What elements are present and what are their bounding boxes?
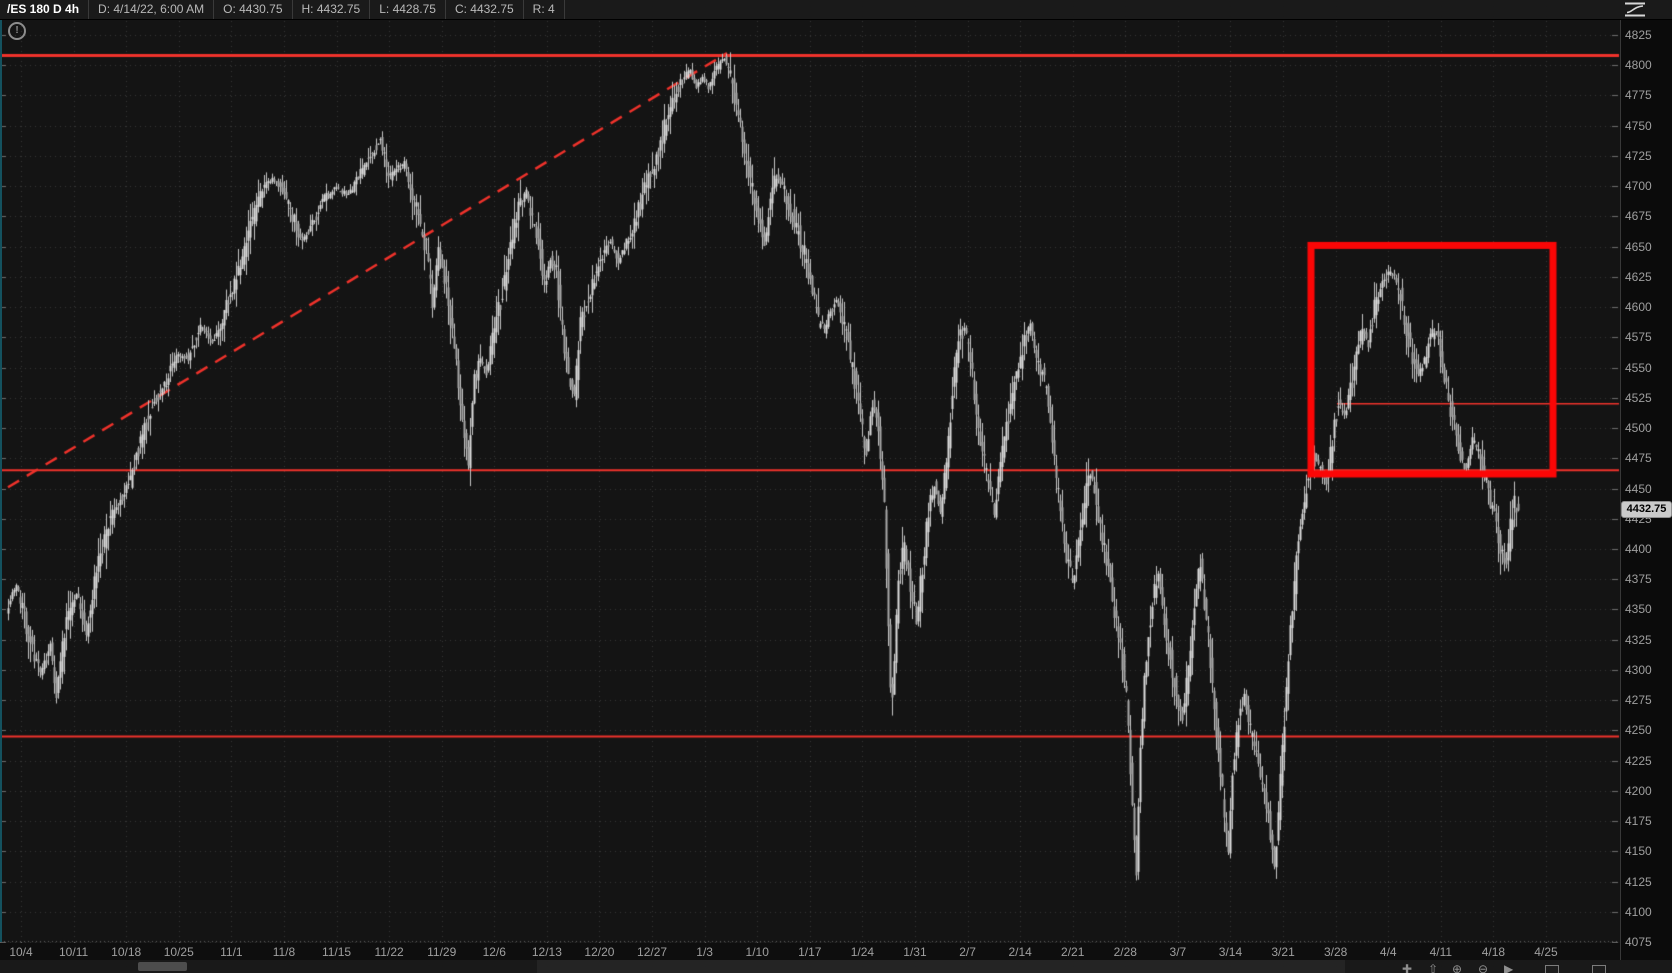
price-axis-label: 4275 (1625, 693, 1652, 708)
zoom-in-icon[interactable]: ⊕ (1452, 962, 1463, 973)
header-low-field: L: 4428.75 (379, 2, 436, 16)
date-axis-label: 2/14 (1008, 945, 1032, 959)
date-axis-label: 10/4 (9, 945, 33, 959)
last-price-badge: 4432.75 (1621, 501, 1672, 519)
price-axis[interactable]: 4825 4800 4775 4750 4725 4700 4675 4650 4625 4600… (1620, 19, 1672, 960)
date-axis-label: 12/20 (584, 945, 615, 959)
price-axis-label: 4450 (1625, 481, 1652, 496)
price-axis-label: 4625 (1625, 269, 1652, 284)
panel-button-icon[interactable] (1545, 965, 1559, 973)
date-axis-label: 4/11 (1429, 945, 1453, 959)
date-axis-label: 1/10 (745, 945, 769, 959)
price-axis-label: 4075 (1625, 935, 1652, 949)
date-axis-label: 11/15 (321, 945, 352, 959)
panel-button-icon[interactable] (1592, 965, 1606, 973)
header-open-field: O: 4430.75 (223, 2, 283, 16)
price-axis-label: 4200 (1625, 783, 1652, 798)
header-divider (563, 0, 565, 19)
date-axis-label: 11/8 (272, 945, 296, 959)
header-divider (213, 0, 215, 19)
price-axis-label: 4100 (1625, 904, 1652, 919)
price-axis-label: 4475 (1625, 451, 1652, 466)
price-axis-label: 4800 (1625, 58, 1652, 73)
price-axis-label: 4250 (1625, 723, 1652, 738)
date-axis-label: 1/17 (798, 945, 822, 959)
date-axis-label: 3/7 (1169, 945, 1187, 959)
header-divider (369, 0, 371, 19)
price-axis-label: 4700 (1625, 179, 1652, 194)
date-axis-label: 4/4 (1379, 945, 1397, 959)
price-axis-label: 4600 (1625, 300, 1652, 315)
zoom-out-icon[interactable]: ⊖ (1478, 962, 1489, 973)
price-axis-label: 4150 (1625, 844, 1652, 859)
date-axis-label: 11/22 (374, 945, 404, 959)
symbol-timeframe-label: /ES 180 D 4h (7, 2, 80, 16)
price-axis-label: 4225 (1625, 753, 1652, 768)
date-axis-label: 3/21 (1271, 945, 1295, 959)
header-divider (88, 0, 90, 19)
price-axis-label: 4525 (1625, 390, 1652, 405)
price-axis-label: 4400 (1625, 541, 1652, 556)
scrollbar-track-band (537, 960, 1345, 973)
date-axis-label: 12/13 (531, 945, 562, 959)
date-axis-label: 4/25 (1534, 945, 1558, 959)
date-axis-label: 2/28 (1113, 945, 1137, 959)
date-axis-label: 10/18 (111, 945, 142, 959)
crosshair-icon[interactable]: ✚ (1402, 962, 1413, 973)
header-range-field: R: 4 (532, 2, 555, 16)
date-axis-label: 3/28 (1323, 945, 1348, 959)
price-axis-label: 4750 (1625, 118, 1652, 133)
header-close-field: C: 4432.75 (454, 2, 514, 16)
price-axis-label: 4675 (1625, 209, 1652, 224)
date-axis-label: 1/3 (696, 945, 713, 959)
chart-mode-icon[interactable] (1624, 2, 1646, 17)
price-axis-label: 4500 (1625, 421, 1652, 436)
bottom-scrollbar-strip: ✚ ⇧ ⊕ ⊖ ▶ (0, 960, 1672, 973)
date-axis-label: 11/1 (220, 945, 243, 959)
price-axis-label: 4550 (1625, 360, 1652, 375)
price-axis-label: 4125 (1625, 874, 1652, 889)
header-divider (291, 0, 293, 19)
date-axis-label: 11/29 (427, 945, 457, 959)
price-axis-label: 4300 (1625, 662, 1652, 677)
date-axis-label: 12/6 (482, 945, 506, 959)
price-axis-label: 4825 (1625, 28, 1652, 42)
date-axis-label: 3/14 (1218, 945, 1243, 959)
date-axis-label: 2/21 (1061, 945, 1085, 959)
date-axis-label: 10/11 (59, 945, 89, 959)
date-axis[interactable]: 10/4 10/11 10/18 10/25 11/1 11/8 11/15 11/22 11/… (0, 943, 1620, 960)
date-axis-label: 4/18 (1481, 945, 1506, 959)
date-axis-label: 1/24 (850, 945, 875, 959)
price-axis-label: 4325 (1625, 632, 1652, 647)
date-axis-label: 10/25 (163, 945, 194, 959)
price-axis-label: 4725 (1625, 148, 1652, 163)
date-axis-label: 1/31 (903, 945, 927, 959)
price-axis-label: 4775 (1625, 88, 1652, 103)
header-date-field: D: 4/14/22, 6:00 AM (98, 2, 205, 16)
price-axis-label: 4350 (1625, 602, 1652, 617)
date-axis-label: 12/27 (637, 945, 668, 959)
price-axis-label: 4575 (1625, 330, 1652, 345)
header-divider (522, 0, 524, 19)
header-high-field: H: 4432.75 (301, 2, 361, 16)
price-axis-label: 4175 (1625, 814, 1652, 829)
date-axis-label: 2/7 (959, 945, 976, 959)
info-icon[interactable]: ! (8, 22, 26, 40)
play-flag-icon[interactable]: ▶ (1504, 962, 1514, 973)
price-axis-label: 4650 (1625, 239, 1652, 254)
price-axis-label: 4375 (1625, 572, 1652, 587)
scrollbar-thumb[interactable] (138, 962, 187, 971)
chart-header: /ES 180 D 4h D: 4/14/22, 6:00 AM O: 4430… (0, 0, 1672, 20)
left-edge-accent-line (0, 19, 2, 942)
arrow-up-icon[interactable]: ⇧ (1428, 962, 1439, 973)
header-divider (444, 0, 446, 19)
